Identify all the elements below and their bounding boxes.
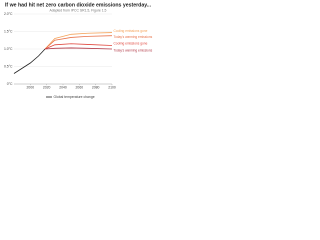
legend-label: Global temperature change	[54, 95, 95, 99]
chart: If we had hit net zero carbon dioxide em…	[4, 2, 153, 99]
series-line	[44, 32, 113, 50]
x-tick-label: 2040	[59, 85, 67, 89]
x-tick-label: 2020	[43, 85, 51, 89]
x-tick-label: 2100	[108, 85, 116, 89]
series-label: Today's warming emissions	[114, 35, 153, 39]
series-line	[13, 48, 46, 74]
series-label: Cooling emissions gone	[114, 29, 148, 33]
chart-title: If we had hit net zero carbon dioxide em…	[5, 2, 152, 8]
series-line	[44, 43, 113, 50]
series-line	[44, 35, 113, 50]
y-tick-label: 0°C	[7, 82, 13, 86]
series-line	[45, 47, 113, 50]
x-tick-label: 2060	[76, 85, 84, 89]
y-tick-label: 2.0°C	[4, 12, 13, 16]
y-tick-label: 1.0°C	[4, 47, 13, 51]
chart-subtitle: Adapted from IPCC SR1.5, Figure 1.5	[50, 8, 107, 12]
series-label: Today's warming emissions	[114, 48, 153, 52]
x-tick-label: 2000	[27, 85, 35, 89]
series-label: Cooling emissions gone	[114, 42, 148, 46]
y-tick-label: 1.5°C	[4, 29, 13, 33]
y-tick-label: 0.5°C	[4, 64, 13, 68]
x-tick-label: 2080	[92, 85, 100, 89]
